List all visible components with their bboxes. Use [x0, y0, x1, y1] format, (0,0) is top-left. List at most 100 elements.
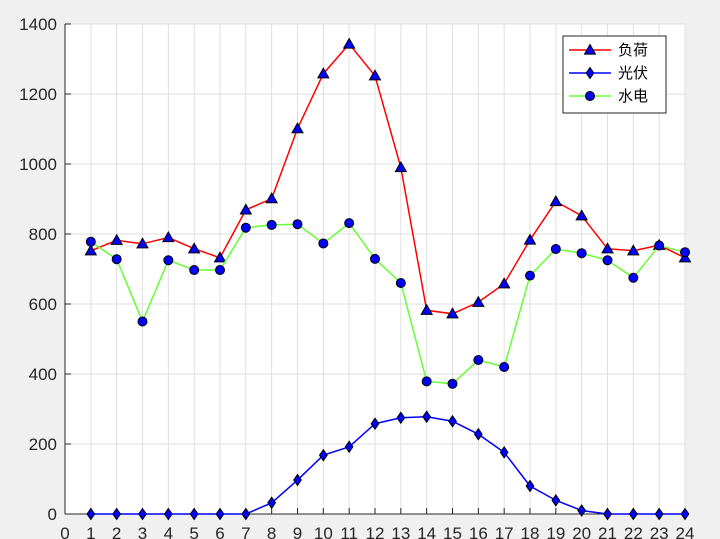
data-point — [239, 203, 253, 215]
x-tick-label: 13 — [391, 524, 410, 539]
x-tick-label: 2 — [112, 524, 121, 539]
data-point — [136, 237, 149, 249]
data-point — [370, 417, 380, 431]
data-point — [420, 303, 434, 315]
x-tick-label: 19 — [546, 524, 565, 539]
data-point — [421, 376, 432, 387]
x-tick-label: 22 — [624, 524, 643, 539]
data-point — [499, 446, 509, 459]
data-point — [394, 160, 408, 173]
data-point — [602, 255, 613, 266]
y-tick-label: 600 — [29, 295, 57, 314]
data-point — [215, 265, 225, 276]
data-point — [344, 440, 354, 454]
data-point — [525, 270, 535, 281]
data-point — [342, 37, 356, 49]
x-tick-label: 10 — [314, 524, 333, 539]
series-line — [90, 42, 686, 315]
legend-label: 水电 — [618, 87, 648, 105]
data-point — [395, 278, 406, 288]
x-tick-label: 4 — [164, 524, 173, 539]
data-point — [549, 194, 563, 207]
legend-marker — [583, 43, 597, 55]
data-point — [213, 251, 227, 263]
data-point — [292, 219, 303, 230]
series-1 — [84, 37, 692, 319]
data-point — [370, 253, 380, 264]
x-tick-label: 8 — [267, 524, 276, 539]
data-point — [680, 507, 690, 521]
x-tick-label: 23 — [650, 524, 669, 539]
data-point — [215, 507, 225, 521]
data-point — [523, 233, 537, 245]
data-point — [111, 254, 122, 265]
x-tick-label: 21 — [598, 524, 617, 539]
data-point — [85, 236, 96, 247]
x-tick-label: 11 — [340, 524, 358, 539]
series-layer — [84, 37, 692, 521]
y-tick-label: 1000 — [19, 155, 57, 174]
data-point — [628, 272, 639, 283]
x-tick-label: 3 — [138, 524, 147, 539]
data-point — [163, 507, 173, 521]
legend-label: 负荷 — [618, 41, 648, 59]
legend-marker — [585, 91, 595, 101]
data-point — [525, 479, 535, 493]
series-2 — [86, 410, 690, 521]
data-point — [628, 507, 638, 521]
legend-marker — [585, 66, 595, 80]
data-point — [626, 244, 640, 256]
data-point — [576, 248, 587, 259]
data-point — [448, 414, 457, 428]
data-point — [318, 448, 328, 462]
data-point — [446, 307, 459, 319]
data-point — [603, 507, 612, 521]
data-point — [291, 122, 304, 134]
data-point — [112, 507, 122, 521]
y-tick-label: 1400 — [19, 15, 57, 34]
data-point — [84, 244, 98, 256]
data-point — [293, 473, 302, 487]
y-tick-label: 800 — [29, 225, 57, 244]
data-point — [575, 209, 589, 221]
x-tick-label: 1 — [86, 524, 95, 539]
legend-item: 负荷 — [569, 41, 648, 59]
y-tick-label: 1200 — [19, 85, 57, 104]
data-point — [499, 362, 510, 372]
legend-item: 光伏 — [569, 64, 648, 82]
data-point — [318, 238, 329, 249]
data-point — [137, 316, 148, 327]
data-point — [110, 233, 124, 245]
x-tick-label: 24 — [676, 524, 695, 539]
x-tick-label: 16 — [469, 524, 488, 539]
data-point — [240, 222, 251, 233]
x-tick-label: 14 — [417, 524, 436, 539]
data-point — [161, 230, 175, 243]
data-point — [189, 507, 199, 521]
y-tick-label: 0 — [48, 505, 57, 524]
data-point — [396, 411, 406, 425]
data-point — [447, 378, 458, 389]
x-tick-label: 18 — [521, 524, 540, 539]
x-tick-label: 5 — [189, 524, 198, 539]
legend-box — [562, 35, 667, 114]
data-point — [368, 69, 382, 81]
data-point — [422, 410, 432, 424]
axes: 0 1 2 3 4 5 6 7 8 9 10 11 12 13 14 15 16 17 18 19 20 21 22 23 24… — [19, 15, 694, 539]
x-tick-label: 7 — [241, 524, 250, 539]
data-point — [551, 493, 561, 507]
y-tick-label: 400 — [29, 365, 57, 384]
data-point — [316, 67, 330, 79]
data-point — [187, 242, 201, 254]
data-point — [241, 507, 251, 521]
data-point — [577, 504, 587, 517]
x-tick-label: 20 — [572, 524, 591, 539]
legend-label: 光伏 — [618, 64, 648, 82]
legend-item: 水电 — [569, 87, 648, 105]
data-point — [163, 255, 174, 266]
data-point — [654, 240, 665, 251]
data-point — [266, 219, 277, 230]
data-point — [654, 507, 664, 521]
